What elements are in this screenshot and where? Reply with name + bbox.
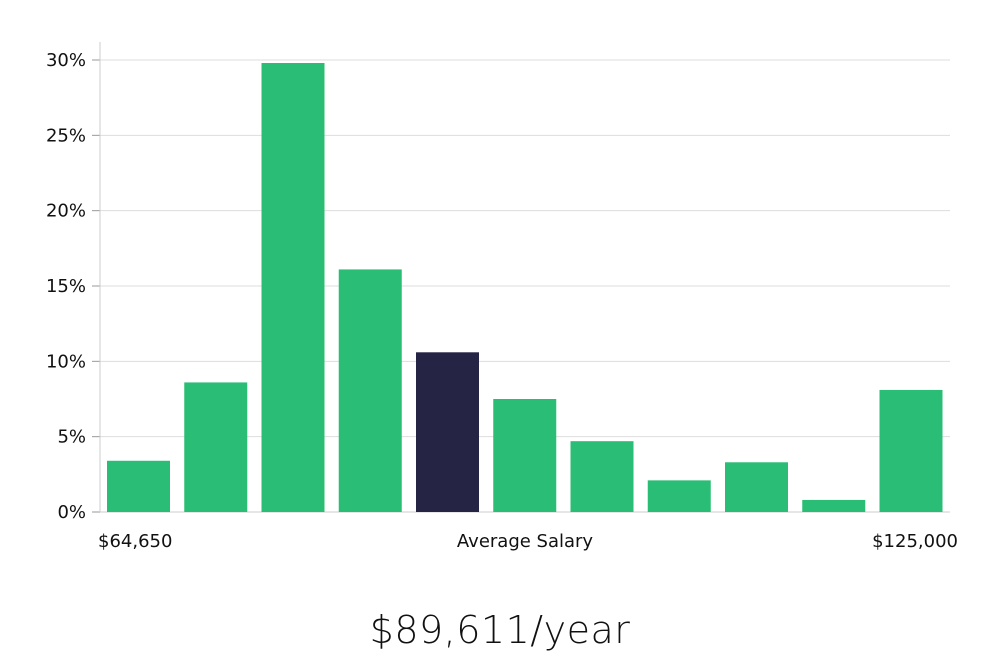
bar <box>107 460 170 512</box>
bar <box>261 63 325 512</box>
bar <box>647 480 711 512</box>
average-salary-value: $89,611/year <box>369 608 631 652</box>
bar <box>570 441 634 512</box>
y-tick-label: 25% <box>46 125 86 146</box>
bar <box>338 269 402 512</box>
bars <box>107 63 943 512</box>
bar <box>184 382 248 512</box>
bar <box>493 399 557 512</box>
x-label-max: $125,000 <box>872 531 958 552</box>
y-tick-label: 30% <box>46 50 86 71</box>
y-tick-label: 15% <box>46 276 86 297</box>
x-label-average: Average Salary <box>457 531 594 552</box>
x-label-min: $64,650 <box>98 531 172 552</box>
y-tick-label: 0% <box>57 502 86 523</box>
y-axis-ticks: 0% 5% 10% 15% 20% 25% 30% <box>46 50 100 523</box>
y-tick-label: 5% <box>57 427 86 448</box>
y-tick-label: 10% <box>46 351 86 372</box>
bar <box>802 499 866 512</box>
salary-histogram: 0% 5% 10% 15% 20% 25% 30% $64,650 Average Sala… <box>46 42 958 552</box>
bar <box>725 462 788 512</box>
bar <box>879 389 943 512</box>
bar-average-highlight <box>416 352 479 512</box>
y-tick-label: 20% <box>46 201 86 222</box>
